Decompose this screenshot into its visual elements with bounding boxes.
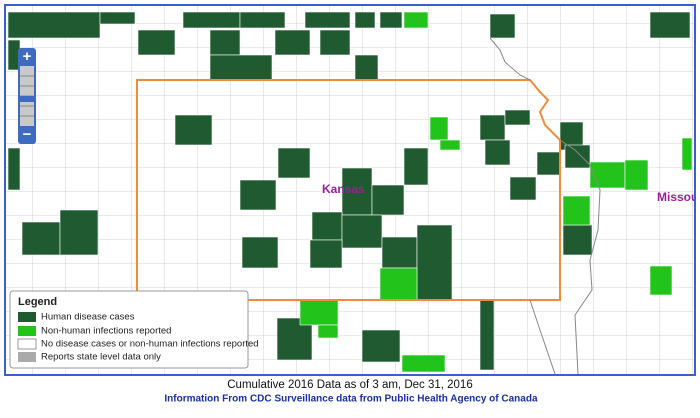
county-human[interactable] [239, 179, 277, 211]
county-human[interactable] [276, 317, 313, 361]
county-non-human[interactable] [317, 324, 339, 339]
zoom-control: + − [18, 48, 36, 144]
legend: Legend Human disease cases Non-human inf… [9, 290, 259, 369]
map[interactable]: Kansas Missouri [6, 6, 700, 374]
county-human[interactable] [564, 144, 591, 169]
county-human[interactable] [416, 224, 453, 301]
caption: Cumulative 2016 Data as of 3 am, Dec 31,… [227, 379, 472, 391]
county-human[interactable] [381, 236, 418, 269]
county-human[interactable] [489, 13, 516, 39]
county-human[interactable] [479, 114, 506, 141]
legend-label: Human disease cases [41, 312, 135, 323]
legend-swatch [18, 352, 36, 362]
county-human[interactable] [59, 209, 99, 256]
county-non-human[interactable] [624, 159, 649, 191]
county-human[interactable] [99, 11, 136, 25]
county-non-human[interactable] [401, 354, 446, 373]
legend-swatch [18, 312, 36, 322]
link[interactable]: Information From CDC [164, 394, 271, 405]
county-non-human[interactable] [429, 116, 449, 141]
legend-swatch [17, 338, 37, 350]
county-non-human[interactable] [403, 11, 429, 29]
state-label: Kansas [322, 182, 365, 196]
county-human[interactable] [209, 54, 273, 81]
zoom-out[interactable]: − [23, 126, 32, 143]
county-non-human[interactable] [562, 195, 591, 226]
county-human[interactable] [209, 29, 241, 56]
county-human[interactable] [274, 29, 311, 56]
zoom-handle[interactable] [20, 96, 34, 102]
state-lines [489, 37, 601, 374]
legend-box [9, 290, 249, 369]
county-human[interactable] [341, 214, 383, 249]
county-human[interactable] [7, 11, 101, 39]
county-human[interactable] [371, 184, 405, 216]
county-human[interactable] [536, 151, 561, 176]
county-human[interactable] [403, 147, 429, 186]
county-human[interactable] [304, 11, 351, 29]
county-human[interactable] [174, 114, 213, 146]
county-human[interactable] [239, 11, 286, 29]
county-human[interactable] [309, 239, 343, 269]
county-human[interactable] [509, 176, 537, 201]
county-human[interactable] [277, 147, 311, 179]
county-non-human[interactable] [681, 137, 693, 171]
county-human[interactable] [7, 147, 21, 191]
county-non-human[interactable] [589, 161, 626, 189]
county-human[interactable] [241, 236, 279, 269]
county-human[interactable] [354, 11, 376, 29]
county-human[interactable] [562, 224, 593, 256]
county-human[interactable] [379, 11, 403, 29]
legend-label: Reports state level data only [41, 352, 161, 363]
county-human[interactable] [484, 139, 511, 166]
map-frame [4, 4, 696, 376]
county-human[interactable] [21, 221, 61, 256]
county-human[interactable] [354, 54, 379, 81]
legend-swatch [18, 326, 36, 336]
county-non-human[interactable] [299, 299, 339, 326]
county-human[interactable] [182, 11, 241, 29]
county-non-human[interactable] [439, 139, 461, 151]
county-human[interactable] [361, 329, 401, 363]
zoom-in[interactable]: + [23, 48, 32, 65]
county-non-human[interactable] [649, 265, 673, 296]
county-human[interactable] [649, 11, 691, 39]
county-human[interactable] [479, 299, 495, 371]
county-human[interactable] [341, 167, 373, 216]
legend-label: Non-human infections reported [41, 326, 171, 337]
legend-label: No disease cases or non-human infections… [41, 339, 259, 350]
county-human[interactable] [319, 29, 351, 56]
county-human[interactable] [137, 29, 176, 56]
link[interactable]: Surveillance data from Public Health Age… [274, 394, 537, 405]
county-non-human[interactable] [379, 267, 418, 301]
legend-title: Legend [18, 296, 57, 308]
county-human[interactable] [504, 109, 531, 126]
county-human[interactable] [311, 211, 343, 241]
state-label: Missouri [657, 190, 700, 204]
state-border [136, 79, 561, 301]
